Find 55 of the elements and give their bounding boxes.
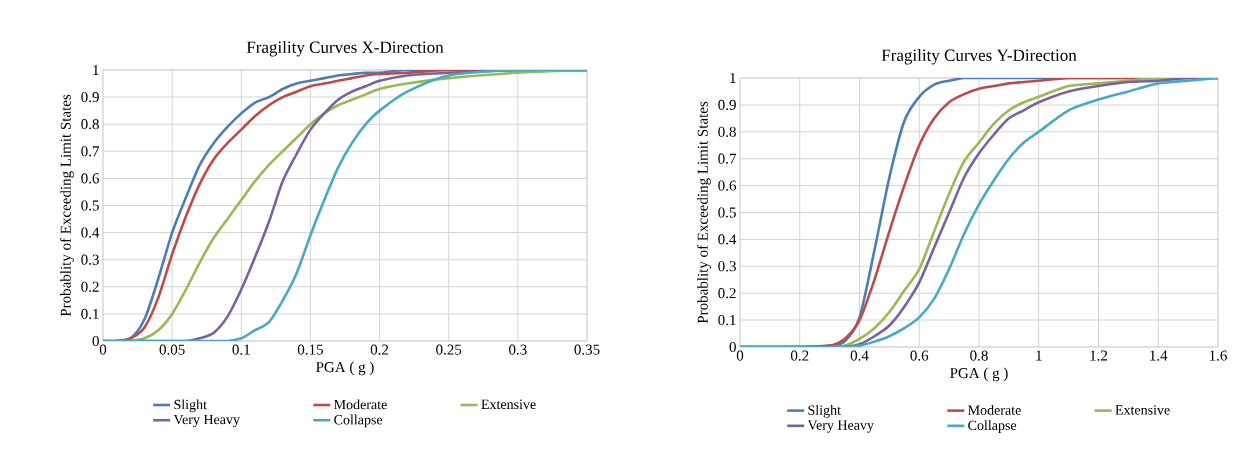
chart-title: Fragility Curves X-Direction (246, 41, 444, 57)
legend-label: Extensive (1115, 405, 1170, 415)
y-tick-label: 0.5 (81, 200, 99, 211)
x-tick-label: 1.4 (1150, 350, 1168, 361)
y-tick-label: 0.1 (81, 308, 99, 319)
y-tick-label: 0.6 (718, 180, 737, 191)
y-tick-label: 0.5 (718, 207, 736, 218)
x-tick-label: 1.6 (1209, 350, 1227, 361)
y-tick-label: 0.7 (81, 146, 100, 157)
x-tick-label: 1 (1036, 350, 1042, 361)
legend-label: Extensive (481, 399, 536, 410)
y-tick-label: 0.4 (718, 234, 737, 245)
y-tick-label: 1 (730, 73, 736, 83)
x-tick-label: 0 (736, 350, 744, 361)
line-series (103, 70, 587, 341)
y-tick-label: 0.9 (81, 92, 99, 103)
x-tick-label: 0 (99, 344, 107, 355)
x-tick-label: 0.25 (436, 344, 462, 355)
y-tick-label: 0.8 (718, 126, 736, 137)
x-tick-label: 1.2 (1090, 350, 1108, 361)
legend-label: Slight (808, 404, 841, 418)
y-tick-label: 0.8 (81, 119, 99, 130)
y-tick-label: 0.4 (81, 227, 100, 238)
x-tick-label: 0.4 (850, 350, 869, 361)
legend-label: Very Heavy (173, 414, 240, 428)
legend-label: Slight (174, 399, 207, 413)
legend-label: Moderate (334, 399, 387, 410)
y-axis-title: Probablity of Exceeding Limit States (60, 94, 74, 317)
legend-label: Collapse (334, 414, 383, 428)
x-axis-title: PGA ( g ) (316, 361, 374, 376)
legend-label: Very Heavy (807, 420, 874, 433)
x-tick-label: 0.3 (509, 344, 527, 355)
x-tick-label: 0.05 (159, 344, 185, 355)
x-tick-label: 0.1 (232, 344, 250, 355)
x-tick-label: 0.8 (970, 350, 988, 361)
x-tick-label: 0.2 (370, 344, 389, 355)
x-tick-label: 0.2 (790, 350, 809, 361)
y-tick-label: 0.3 (81, 254, 99, 265)
legend-label: Moderate (968, 404, 1021, 415)
x-axis-title: PGA ( g ) (950, 367, 1008, 382)
x-tick-label: 0.6 (910, 350, 929, 361)
y-tick-label: 0.3 (718, 261, 736, 272)
y-tick-label: 0.2 (81, 281, 99, 292)
legend-label: Collapse (968, 420, 1017, 433)
x-tick-label: 0.15 (297, 344, 323, 355)
y-tick-label: 0.7 (718, 153, 737, 164)
y-tick-label: 0.6 (81, 173, 100, 184)
y-tick-label: 0.2 (718, 288, 736, 299)
y-tick-label: 0.9 (718, 99, 736, 110)
y-tick-label: 0 (92, 335, 99, 347)
chart-title: Fragility Curves Y-Direction (881, 49, 1077, 65)
y-tick-label: 0.1 (718, 315, 736, 326)
x-tick-label: 0.35 (574, 344, 600, 355)
y-tick-label: 1 (93, 65, 99, 75)
y-axis-title: Probablity of Exceeding Limit States (697, 101, 711, 324)
